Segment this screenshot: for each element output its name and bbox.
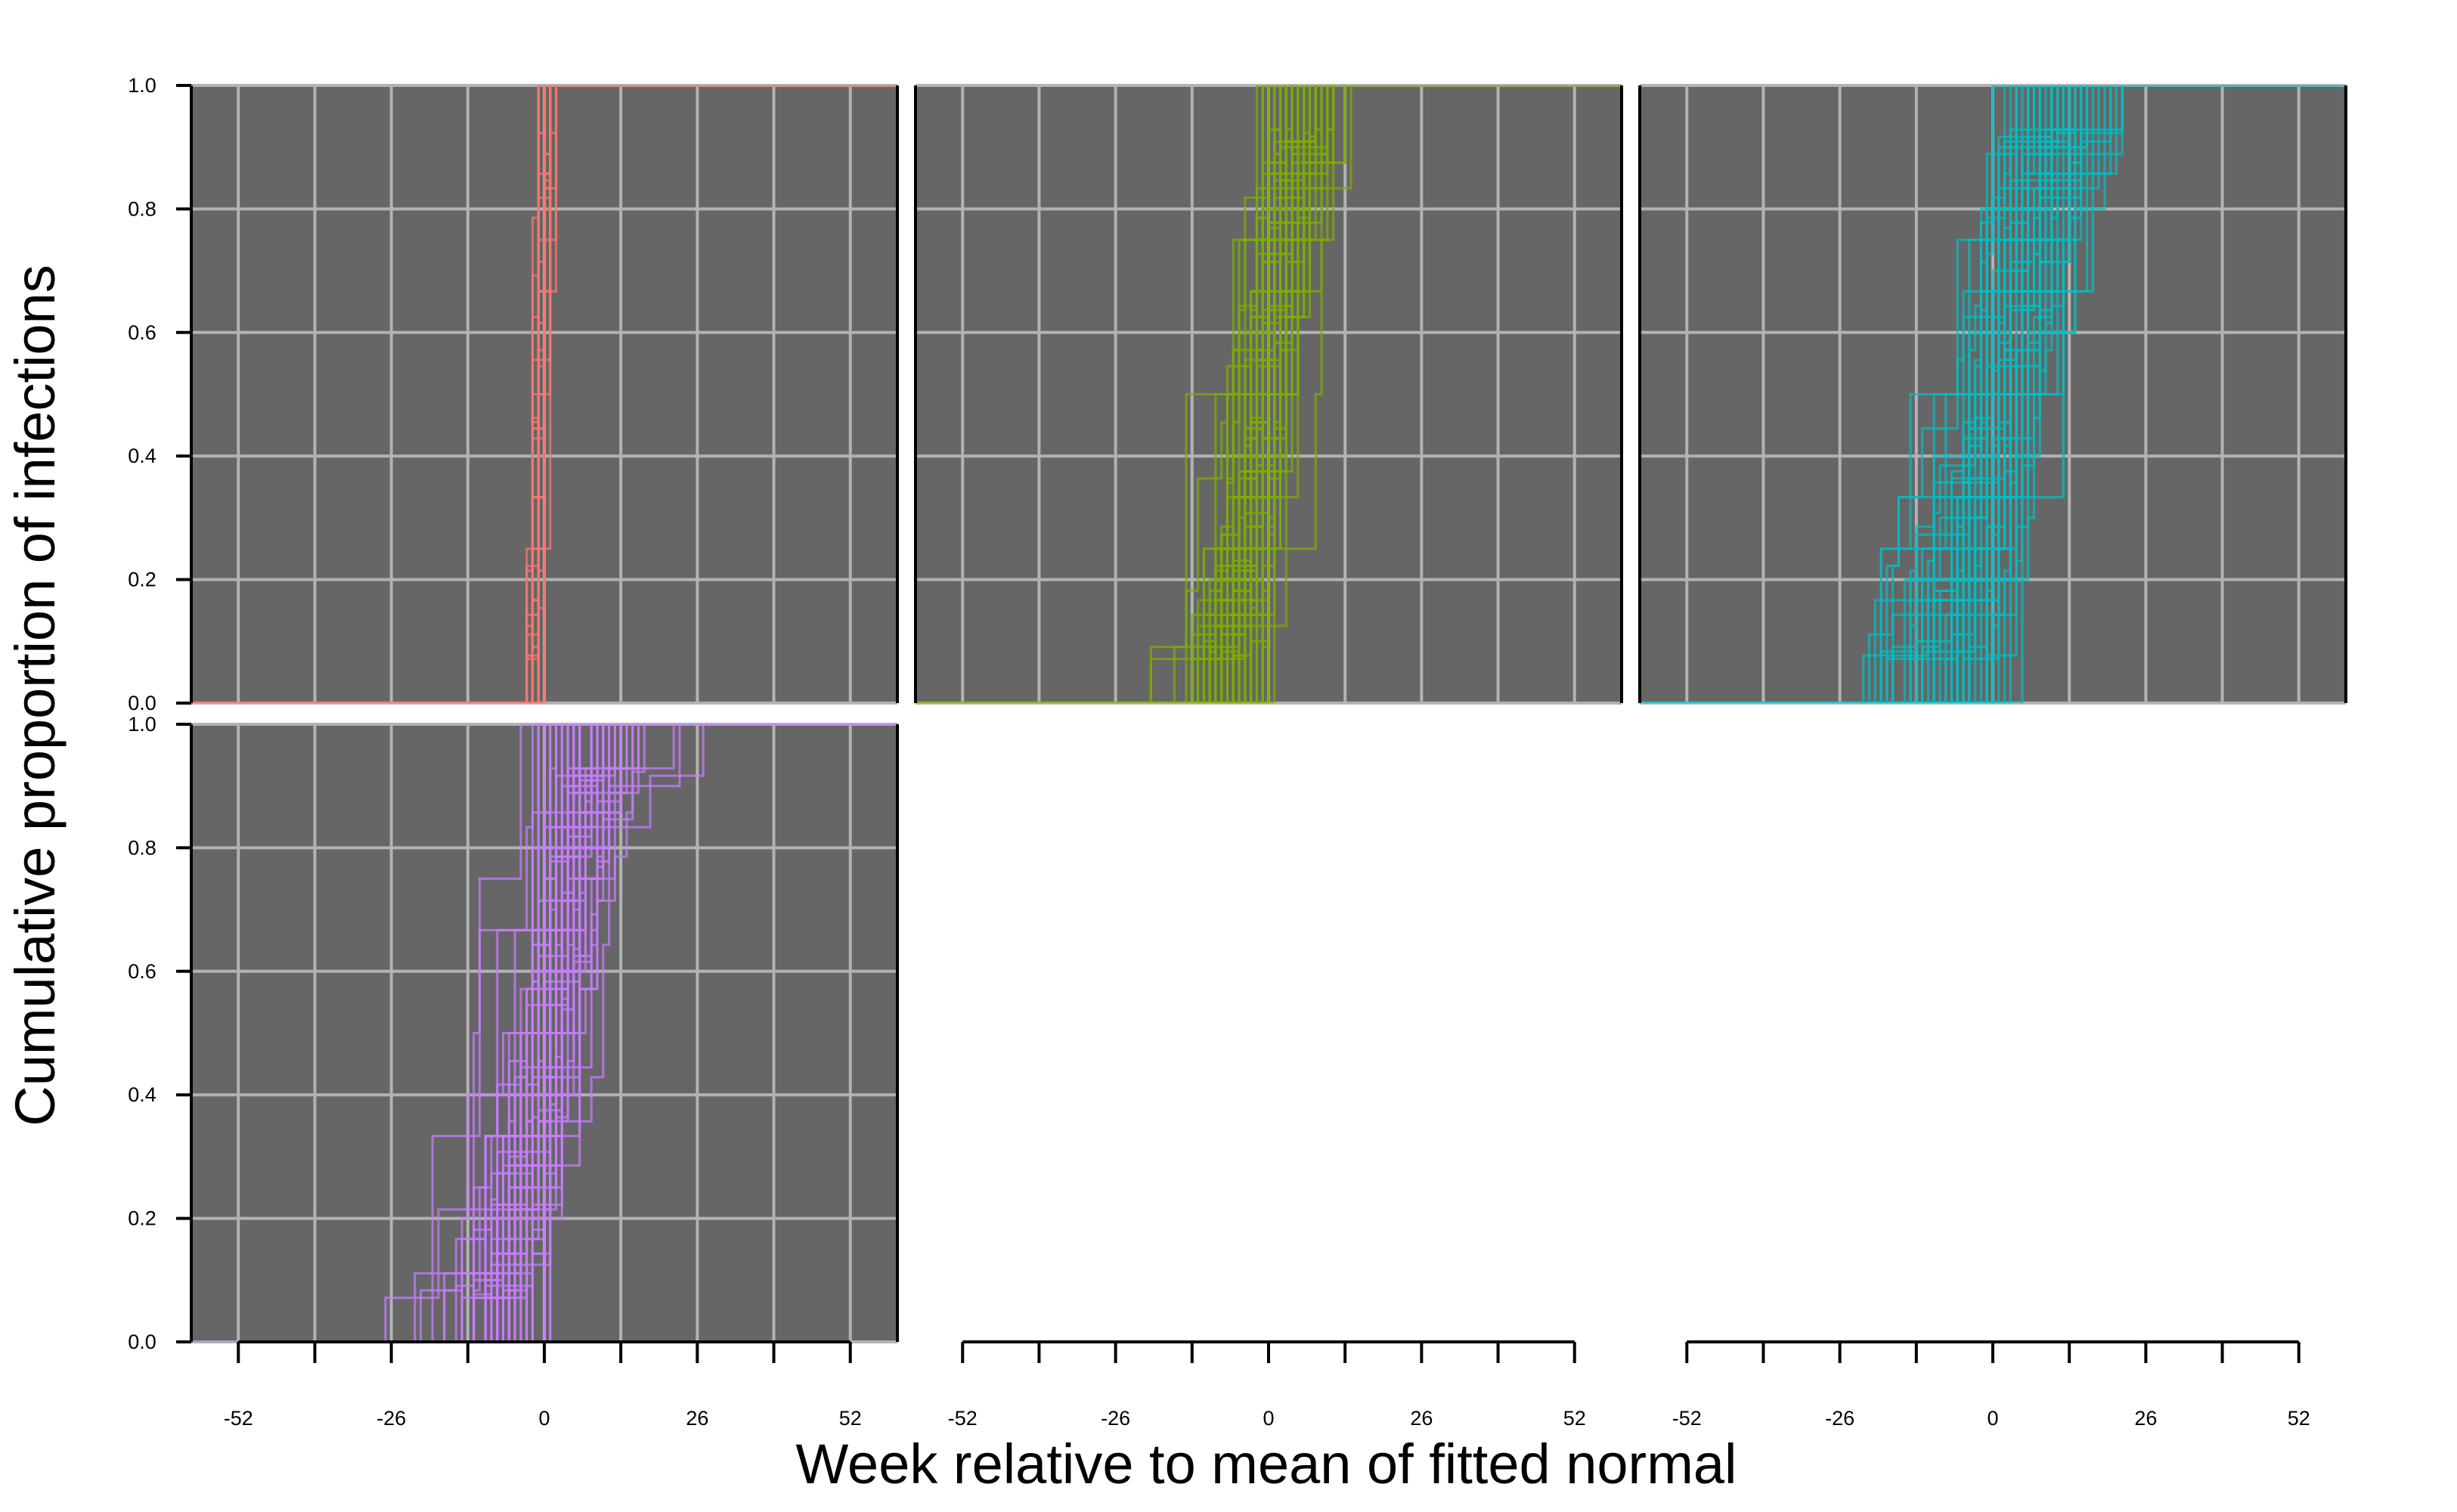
x-tick-label: -26	[376, 1407, 406, 1430]
panel-1: 0.0 0.2 0.4 0.6 0.8 1.0	[128, 74, 899, 714]
series-curve	[191, 724, 897, 1342]
panel-2	[914, 84, 1623, 705]
y-tick-label: 0.8	[128, 197, 156, 220]
y-tick-label: 1.0	[128, 713, 156, 736]
y-tick-label: 0.2	[128, 569, 156, 591]
x-tick-label: 26	[686, 1407, 708, 1430]
x-tick-label: -26	[1825, 1407, 1854, 1430]
y-tick-label: 0.8	[128, 836, 156, 859]
x-axis-2: -52 -26 0 26 52	[948, 1340, 1586, 1430]
series-curve	[1640, 85, 2346, 703]
series-curve	[1640, 85, 2346, 703]
series-curve	[191, 724, 897, 1342]
x-tick-label: -26	[1101, 1407, 1130, 1430]
series-group	[916, 85, 1622, 703]
series-curve	[1640, 85, 2346, 703]
x-tick-label: -52	[948, 1407, 978, 1430]
x-tick-label: 52	[1563, 1407, 1586, 1430]
y-tick-label: 0.0	[128, 692, 156, 714]
x-tick-label: 0	[538, 1407, 550, 1430]
x-tick-label: 0	[1263, 1407, 1274, 1430]
panel-4: 0.0 0.2 0.4 0.6 0.8 1.0	[128, 713, 899, 1353]
series-curve	[916, 85, 1622, 703]
y-tick-label: 0.2	[128, 1207, 156, 1230]
x-tick-label: 26	[1410, 1407, 1433, 1430]
y-tick-label: 0.4	[128, 1083, 156, 1106]
series-curve	[1640, 85, 2346, 703]
y-tick-label: 0.6	[128, 321, 156, 344]
series-curve	[191, 85, 897, 703]
axes-group: -52 -26 0 26 52 -52 -26 0 26 52 -52 -26 0 26 52	[224, 1340, 2310, 1430]
y-tick-label: 1.0	[128, 74, 156, 97]
y-axis-title: Cumulative proportion of infections	[4, 265, 67, 1126]
series-curve	[191, 724, 897, 1342]
x-tick-label: 52	[839, 1407, 862, 1430]
x-axis-title: Week relative to mean of fitted normal	[796, 1433, 1737, 1495]
series-curve	[191, 85, 897, 703]
x-tick-label: 26	[2134, 1407, 2157, 1430]
x-axis-1: -52 -26 0 26 52	[224, 1340, 862, 1430]
y-tick-label: 0.0	[128, 1331, 156, 1353]
series-curve	[916, 85, 1622, 703]
x-tick-label: 0	[1987, 1407, 1998, 1430]
series-group	[191, 85, 897, 703]
x-axis-3: -52 -26 0 26 52	[1672, 1340, 2310, 1430]
y-tick-label: 0.4	[128, 445, 156, 467]
series-curve	[916, 85, 1622, 703]
x-tick-label: -52	[224, 1407, 253, 1430]
series-group	[1640, 85, 2346, 703]
x-tick-label: 52	[2288, 1407, 2310, 1430]
series-group	[191, 724, 897, 1342]
panels-group: 0.00.20.40.60.81.00.00.20.40.60.81.0	[128, 74, 2347, 1353]
y-tick-label: 0.6	[128, 960, 156, 983]
panel-3	[1638, 84, 2347, 705]
x-tick-label: -52	[1672, 1407, 1702, 1430]
